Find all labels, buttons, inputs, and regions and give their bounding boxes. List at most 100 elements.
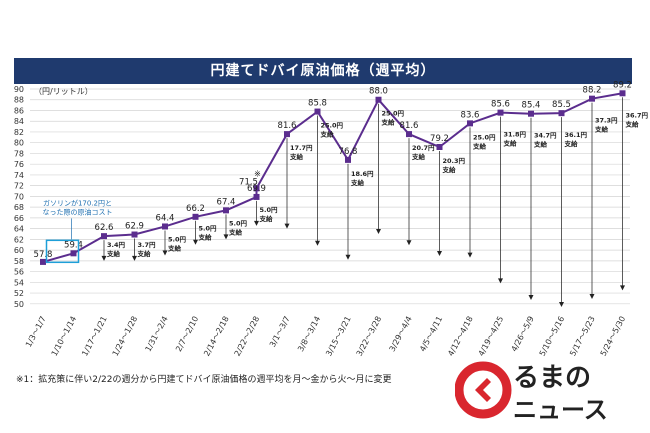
subsidy-word: 支給 (320, 130, 335, 139)
data-label: 83.6 (461, 110, 480, 120)
subsidy-amount: 20.3円 (443, 157, 466, 165)
y-tick-label: 64 (14, 225, 24, 234)
data-label: 88.2 (583, 86, 602, 96)
y-axis-label: （円/リットル） (34, 87, 93, 96)
data-label: 81.6 (278, 121, 297, 131)
subsidy-word: 支給 (625, 119, 640, 128)
annotation-line2: なった際の原油コスト (43, 207, 113, 216)
data-point (467, 120, 473, 127)
subsidy-amount: 20.7円 (412, 144, 435, 152)
subsidy-amount: 17.7円 (290, 144, 313, 152)
y-tick-label: 80 (14, 139, 24, 148)
subsidy-arrow-head (528, 295, 534, 301)
subsidy-amount: 3.4円 (107, 241, 126, 249)
subsidy-arrow-head (498, 278, 503, 284)
subsidy-arrow-head (223, 234, 229, 240)
subsidy-arrows (101, 97, 625, 308)
subsidy-amount: 5.0円 (260, 206, 279, 214)
data-point (223, 207, 229, 214)
x-tick-label: 4/5〜4/11 (418, 315, 444, 354)
y-tick-label: 56 (14, 268, 24, 277)
y-tick-label: 90 (14, 85, 24, 94)
y-tick-label: 72 (14, 182, 24, 191)
data-label: 85.5 (552, 100, 571, 110)
data-point (284, 131, 290, 138)
subsidy-arrow-head (620, 285, 625, 291)
logo-text-top: るまの (513, 363, 591, 393)
subsidy-amount: 3.7円 (138, 241, 157, 249)
x-tick-label: 1/10〜1/14 (50, 315, 79, 358)
x-tick-label: 3/29〜4/4 (388, 315, 414, 354)
subsidy-amount: 34.7円 (534, 132, 557, 140)
subsidy-word: 支給 (137, 249, 152, 258)
price-points (40, 90, 626, 265)
data-point (192, 213, 199, 220)
subsidy-arrow-head (132, 255, 137, 261)
data-point-extra (253, 185, 260, 192)
subsidy-word: 支給 (106, 249, 121, 258)
subsidy-amount: 37.3円 (595, 117, 618, 125)
star-mark: ※ (254, 169, 261, 178)
subsidy-word: 支給 (167, 243, 182, 252)
subsidy-arrow-head (101, 255, 107, 261)
data-label: 79.2 (430, 134, 449, 144)
subsidy-amount: 36.1円 (565, 131, 588, 139)
subsidy-amount: 5.0円 (168, 235, 187, 243)
y-tick-label: 58 (14, 257, 24, 266)
data-point (70, 250, 77, 257)
x-tick-label: 3/22〜3/28 (355, 315, 384, 358)
y-tick-label: 74 (14, 171, 24, 180)
subsidy-arrow-head (437, 251, 442, 257)
subsidy-amount: 25.0円 (382, 110, 405, 118)
y-tick-label: 76 (14, 160, 24, 169)
subsidy-word: 支給 (259, 214, 274, 223)
subsidy-word: 支給 (381, 118, 396, 127)
subsidy-word: 支給 (533, 140, 548, 149)
x-tick-label: 3/1〜3/7 (268, 315, 292, 349)
logo-chevron-icon (475, 378, 491, 402)
data-label: 85.6 (491, 100, 510, 110)
subsidy-arrow-head (467, 252, 473, 258)
subsidy-word: 支給 (564, 139, 579, 148)
subsidy-amount: 5.0円 (229, 219, 248, 227)
data-label-extra: 71.5 (239, 177, 258, 187)
x-tick-label: 2/14〜2/18 (202, 315, 231, 358)
data-label: 81.6 (400, 121, 419, 131)
data-label: 66.2 (186, 204, 205, 214)
data-label: 89.2 (613, 80, 632, 90)
data-point (101, 233, 107, 240)
subsidy-arrow-head (376, 228, 381, 234)
data-label: 85.4 (522, 101, 541, 111)
y-tick-label: 62 (14, 235, 24, 244)
chart-title: 円建てドバイ原油価格（週平均） (14, 58, 632, 84)
subsidy-word: 支給 (411, 152, 426, 161)
data-label: 59.4 (64, 240, 83, 250)
y-tick-label: 82 (14, 128, 24, 137)
x-tick-label: 2/7〜2/10 (174, 315, 200, 354)
data-point (314, 108, 321, 115)
data-label: 62.6 (95, 223, 114, 233)
subsidy-amount: 25.0円 (321, 122, 344, 130)
data-point (436, 143, 443, 150)
data-point (589, 95, 595, 102)
data-label: 76.8 (339, 147, 358, 157)
subsidy-word: 支給 (503, 139, 518, 148)
data-point (528, 110, 534, 117)
data-point (497, 109, 504, 116)
subsidy-amount: 18.6円 (351, 170, 374, 178)
subsidy-amount: 31.8円 (504, 131, 527, 139)
subsidy-arrow-head (254, 220, 259, 226)
x-tick-label: 1/31〜2/4 (144, 315, 170, 354)
subsidy-arrow-head (559, 302, 564, 308)
y-tick-label: 86 (14, 106, 24, 115)
subsidy-arrow-head (162, 250, 168, 256)
data-label: 88.0 (369, 87, 388, 97)
data-point (345, 156, 351, 163)
x-tick-label: 3/15〜3/21 (324, 315, 353, 358)
subsidy-amount: 5.0円 (199, 225, 218, 233)
subsidy-word: 支給 (472, 141, 487, 150)
y-tick-label: 78 (14, 149, 24, 158)
logo-text-bottom: ニュース (513, 396, 608, 424)
data-label: 64.4 (156, 213, 175, 223)
